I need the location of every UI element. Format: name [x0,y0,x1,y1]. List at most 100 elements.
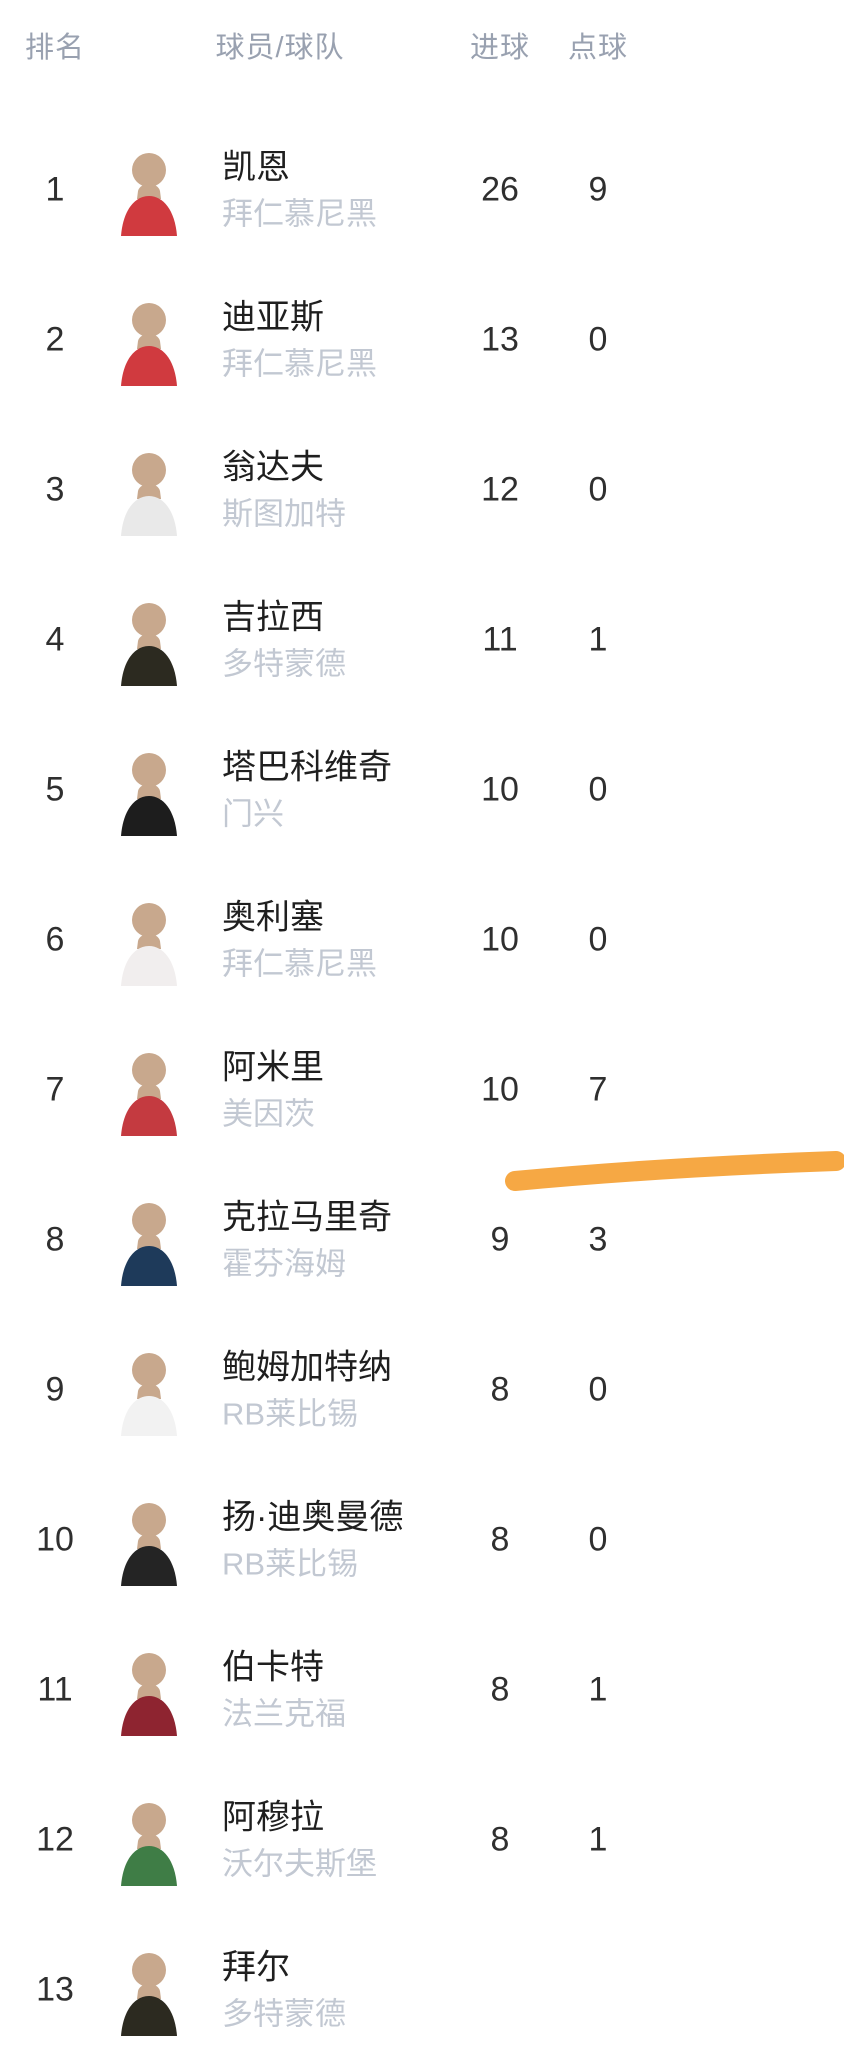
rank-value: 6 [45,920,65,959]
team-name: RB莱比锡 [222,1396,359,1432]
header-rank: 排名 [24,32,85,64]
player-name-block: 迪亚斯 拜仁慕尼黑 [222,301,377,380]
team-name: 多特蒙德 [222,1996,346,2032]
goals-value: 8 [490,1820,510,1859]
rank-value: 4 [45,620,65,659]
player-name-block: 克拉马里奇 霍芬海姆 [222,1201,392,1280]
player-name: 奥利塞 [222,898,324,937]
rank-value: 5 [45,770,65,809]
scorer-row[interactable]: 6 奥利塞 拜仁慕尼黑 10 0 [0,865,844,1015]
team-name: 斯图加特 [222,496,346,532]
scorer-row[interactable]: 11 伯卡特 法兰克福 8 1 [0,1615,844,1765]
penalties-value: 1 [588,1820,608,1859]
player-name-block: 翁达夫 斯图加特 [222,451,346,530]
player-avatar [121,1203,177,1286]
goals-value: 13 [481,320,519,359]
penalties-value: 0 [588,770,608,809]
goals-value: 8 [490,1520,510,1559]
scorer-row[interactable]: 3 翁达夫 斯图加特 12 0 [0,415,844,565]
team-name: 门兴 [222,796,284,832]
player-name-block: 伯卡特 法兰克福 [222,1651,346,1730]
rank-value: 11 [37,1670,73,1709]
player-name: 塔巴科维奇 [222,748,392,787]
player-avatar [121,903,177,986]
goals-value: 10 [481,1070,519,1109]
player-name: 拜尔 [222,1948,290,1987]
rank-value: 12 [36,1820,74,1859]
player-name: 凯恩 [222,148,290,187]
player-avatar [121,453,177,536]
team-name: 沃尔夫斯堡 [222,1846,377,1882]
player-name: 翁达夫 [222,448,324,487]
player-name: 扬·迪奥曼德 [222,1498,404,1537]
player-name: 阿穆拉 [222,1798,324,1837]
rank-value: 13 [36,1970,74,2009]
scorer-row[interactable]: 8 克拉马里奇 霍芬海姆 9 3 [0,1165,844,1315]
penalties-value: 9 [588,170,608,209]
goals-value: 10 [481,920,519,959]
team-name: 美因茨 [222,1096,315,1132]
scorer-row[interactable]: 5 塔巴科维奇 门兴 10 0 [0,715,844,865]
penalties-value: 1 [588,620,608,659]
player-name: 克拉马里奇 [222,1198,392,1237]
player-avatar [121,1803,177,1886]
player-name: 吉拉西 [222,598,324,637]
scorer-row[interactable]: 13 拜尔 多特蒙德 [0,1915,844,2065]
player-avatar [121,303,177,386]
goals-value: 26 [481,170,519,209]
rank-value: 7 [45,1070,65,1109]
team-name: 霍芬海姆 [222,1246,346,1282]
scorer-row[interactable]: 9 鲍姆加特纳 RB莱比锡 8 0 [0,1315,844,1465]
team-name: 法兰克福 [222,1696,346,1732]
goals-value: 11 [482,620,518,659]
player-name-block: 凯恩 拜仁慕尼黑 [222,151,377,230]
scorer-row[interactable]: 4 吉拉西 多特蒙德 11 1 [0,565,844,715]
player-avatar [121,153,177,236]
goals-value: 8 [490,1670,510,1709]
player-avatar [121,603,177,686]
player-avatar [121,1953,177,2036]
scorer-row[interactable]: 7 阿米里 美因茨 10 7 [0,1015,844,1165]
goals-value: 10 [481,770,519,809]
player-avatar [121,1353,177,1436]
rank-value: 9 [45,1370,65,1409]
header-penalties: 点球 [567,32,628,64]
player-name-block: 吉拉西 多特蒙德 [222,601,346,680]
rank-value: 2 [45,320,65,359]
penalties-value: 3 [588,1220,608,1259]
penalties-value: 1 [588,1670,608,1709]
header-player-team: 球员/球队 [215,32,345,64]
scorer-row[interactable]: 2 迪亚斯 拜仁慕尼黑 13 0 [0,265,844,415]
rank-value: 3 [45,470,65,509]
team-name: RB莱比锡 [222,1546,359,1582]
team-name: 拜仁慕尼黑 [222,946,377,982]
header-goals: 进球 [469,32,530,64]
rank-value: 8 [45,1220,65,1259]
rank-value: 1 [45,170,65,209]
scorer-row[interactable]: 1 凯恩 拜仁慕尼黑 26 9 [0,115,844,265]
player-name: 阿米里 [222,1048,324,1087]
player-name-block: 扬·迪奥曼德 RB莱比锡 [222,1501,403,1580]
player-avatar [121,1503,177,1586]
player-name: 鲍姆加特纳 [222,1348,392,1387]
player-name: 迪亚斯 [222,298,324,337]
rank-value: 10 [36,1520,74,1559]
penalties-value: 0 [588,470,608,509]
goals-value: 9 [490,1220,510,1259]
player-name-block: 鲍姆加特纳 RB莱比锡 [222,1351,392,1430]
player-name-block: 阿米里 美因茨 [222,1051,324,1130]
player-name-block: 奥利塞 拜仁慕尼黑 [222,901,377,980]
team-name: 拜仁慕尼黑 [222,346,377,382]
scorer-row[interactable]: 10 扬·迪奥曼德 RB莱比锡 8 0 [0,1465,844,1615]
player-name-block: 拜尔 多特蒙德 [222,1951,346,2030]
penalties-value: 0 [588,1520,608,1559]
top-scorers-list: 1 凯恩 拜仁慕尼黑 26 9 2 迪亚斯 拜仁慕尼黑 13 0 3 [0,115,844,2065]
penalties-value: 0 [588,920,608,959]
player-name-block: 塔巴科维奇 门兴 [222,751,392,830]
player-avatar [121,1653,177,1736]
penalties-value: 7 [588,1070,608,1109]
scorer-row[interactable]: 12 阿穆拉 沃尔夫斯堡 8 1 [0,1765,844,1915]
player-name-block: 阿穆拉 沃尔夫斯堡 [222,1801,377,1880]
player-avatar [121,1053,177,1136]
player-avatar [121,753,177,836]
